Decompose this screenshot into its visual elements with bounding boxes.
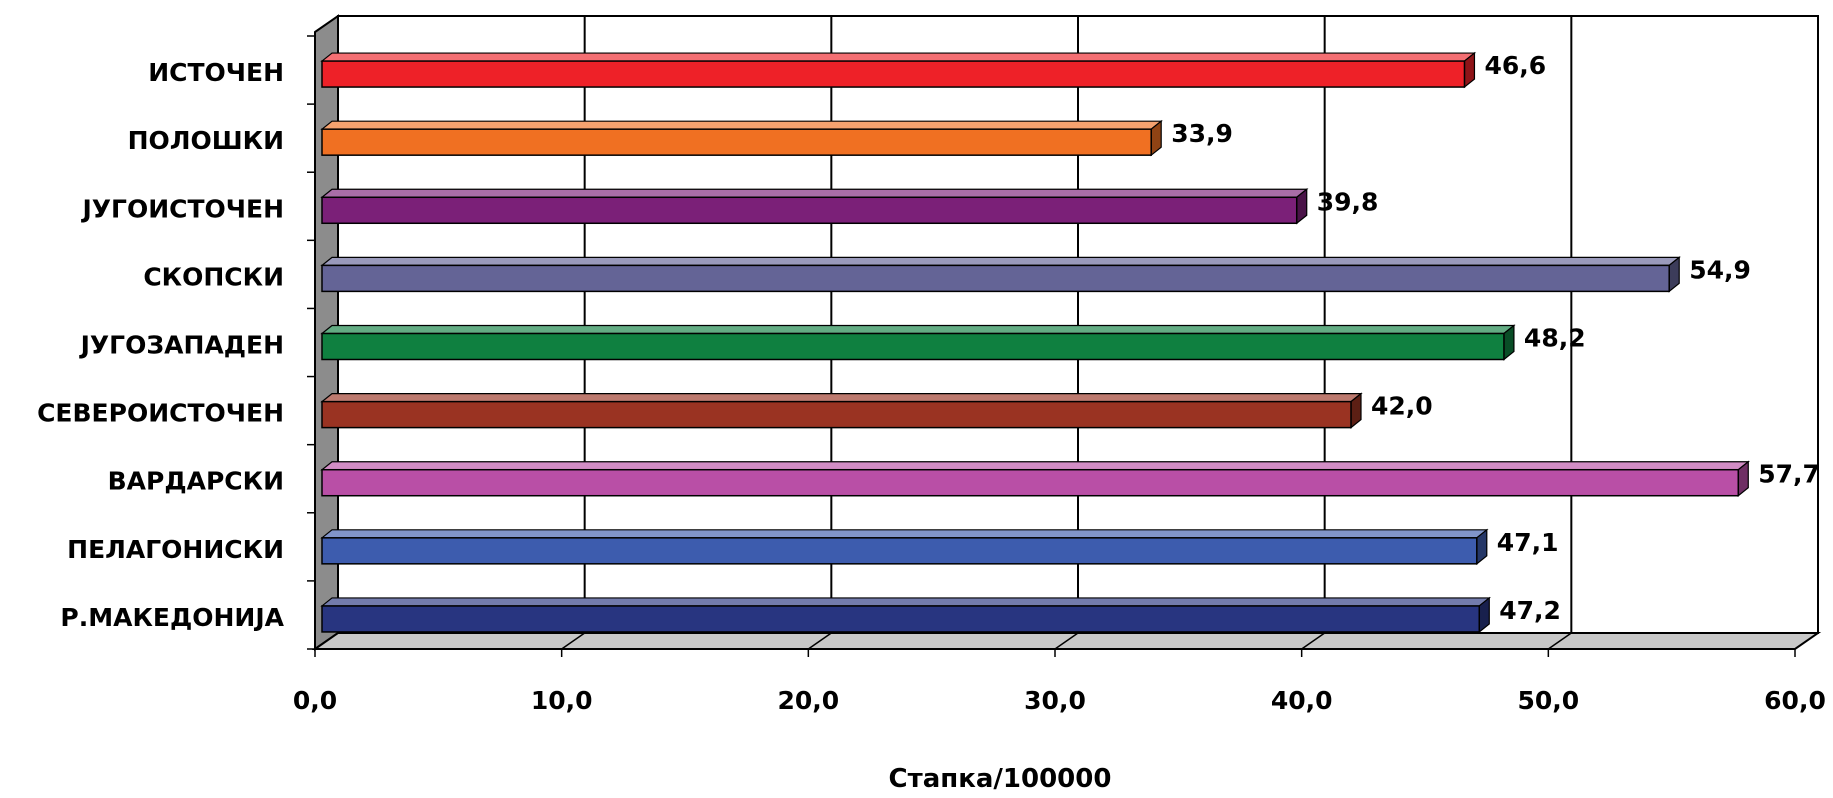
category-label: Р.МАКЕДОНИЈА — [60, 603, 284, 632]
bar — [321, 537, 1478, 565]
bar-top — [320, 188, 1309, 198]
data-label: 46,6 — [1484, 51, 1546, 80]
data-label: 57,7 — [1758, 460, 1820, 489]
category-label: ИСТОЧЕН — [148, 58, 284, 87]
floor-gridline — [561, 632, 586, 650]
category-label: ПОЛОШКИ — [128, 126, 284, 155]
x-tick-label: 50,0 — [1517, 686, 1579, 715]
bar — [321, 605, 1481, 633]
x-tick-label: 60,0 — [1764, 686, 1826, 715]
data-label: 54,9 — [1689, 255, 1751, 284]
category-label: ПЕЛАГОНИСКИ — [67, 535, 284, 564]
data-label: 47,1 — [1497, 528, 1559, 557]
x-tick-label: 10,0 — [531, 686, 593, 715]
data-label: 48,2 — [1524, 324, 1586, 353]
bar-top — [320, 120, 1163, 130]
category-label: ЈУГОИСТОЧЕН — [80, 194, 284, 223]
x-axis-ticks: 0,0 10,0 20,0 30,0 40,0 50,0 60,0 — [293, 648, 1826, 715]
data-labels: 46,6 33,9 39,8 54,9 48,2 42,0 57,7 47,1 47,2 — [1171, 51, 1820, 625]
bar — [321, 196, 1298, 225]
category-label: СЕВЕРОИСТОЧЕН — [37, 399, 284, 428]
bar — [321, 264, 1670, 293]
category-label: СКОПСКИ — [143, 262, 284, 291]
bar-top — [320, 461, 1750, 471]
bar-top — [320, 324, 1516, 335]
x-tick-label: 30,0 — [1024, 686, 1086, 715]
chart-floor — [311, 632, 1822, 650]
bars — [320, 51, 1750, 634]
x-tick-label: 20,0 — [777, 686, 839, 715]
bar-top — [320, 529, 1489, 539]
bar-top — [320, 256, 1681, 266]
bar — [321, 332, 1505, 361]
floor-gridline — [1301, 632, 1326, 650]
bar-top — [320, 52, 1477, 62]
floor-gridline — [1547, 632, 1572, 650]
x-tick-label: 0,0 — [293, 686, 337, 715]
category-label: ЈУГОЗАПАДЕН — [79, 331, 284, 360]
bar — [321, 60, 1466, 88]
bar-top — [320, 393, 1363, 403]
data-label: 47,2 — [1499, 596, 1561, 625]
x-axis-title: Стапка/100000 — [889, 764, 1112, 794]
data-label: 42,0 — [1371, 392, 1433, 421]
bar — [321, 400, 1352, 429]
bar-top — [320, 597, 1491, 607]
bar — [321, 468, 1740, 497]
bar — [321, 128, 1152, 156]
floor-gridline — [807, 632, 832, 650]
floor-gridline — [1054, 632, 1079, 650]
x-tick-label: 40,0 — [1271, 686, 1333, 715]
category-labels: ИСТОЧЕН ПОЛОШКИ ЈУГОИСТОЧЕН СКОПСКИ ЈУГОЗАПА… — [37, 58, 285, 632]
data-label: 39,8 — [1317, 187, 1379, 216]
category-label: ВАРДАРСКИ — [108, 467, 284, 496]
data-label: 33,9 — [1171, 119, 1233, 148]
